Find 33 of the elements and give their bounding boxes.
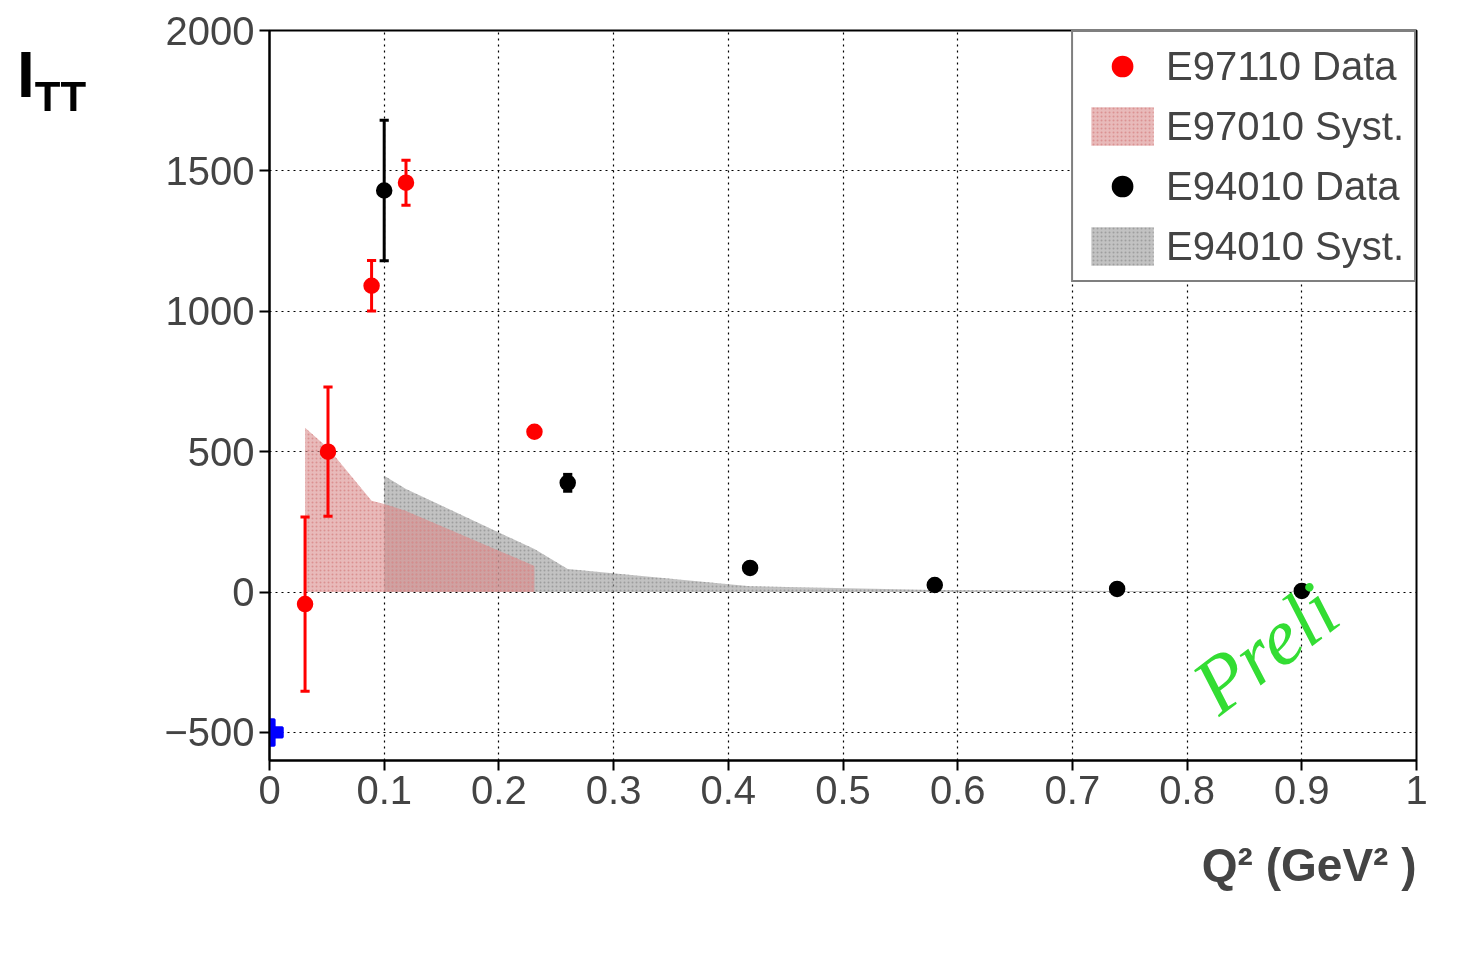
x-tick-label: 0.8 [1159,767,1215,812]
y-tick-label: 500 [187,429,255,474]
x-tick-label: 0.9 [1274,767,1330,812]
point [296,595,314,613]
x-tick-label: 0.5 [815,767,871,812]
legend-label: E94010 Syst. [1166,223,1404,269]
y-tick-label: 1500 [165,148,255,193]
legend-label: E94010 Data [1166,163,1400,209]
legend-label: E97110 Data [1166,43,1397,89]
point [926,576,944,594]
legend-label: E97010 Syst. [1166,103,1404,149]
x-tick-label: 0.3 [585,767,642,812]
x-tick-label: 0.6 [929,767,986,812]
point [559,474,576,492]
point [526,423,543,440]
x-tick-label: 1 [1405,767,1428,812]
x-axis-title: Q² (GeV² ) [1201,838,1417,891]
point [375,182,393,199]
x-tick-label: 0.1 [356,767,413,812]
y-tick-label: −500 [164,710,255,755]
y-tick-label: 2000 [165,8,255,53]
point [1108,580,1126,598]
point [319,443,337,460]
y-tick-label: 1000 [165,289,255,334]
point [397,174,415,191]
y-axis-title: I$_{TT}$ [17,38,87,122]
annotation: Preli [1175,565,1355,732]
point [363,277,380,294]
x-tick-label: 0.7 [1044,767,1101,812]
y-tick-label: 0 [232,570,255,615]
point [741,559,759,577]
x-tick-label: 0.4 [700,767,757,812]
x-tick-label: 0.2 [471,767,527,812]
